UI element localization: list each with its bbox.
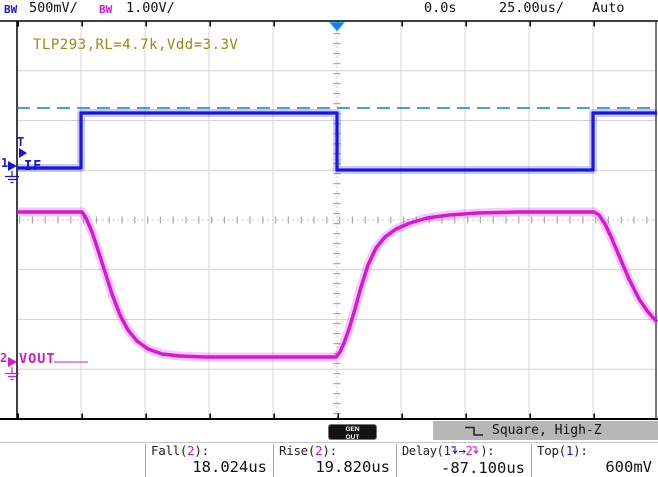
gen-out-label-top: GEN <box>345 426 360 433</box>
rise-channel: 2 <box>315 443 323 458</box>
delay-channel-b: 2 <box>465 444 473 458</box>
ch2-bw-indicator: BW <box>99 3 113 16</box>
delay-label-suffix: ): <box>480 444 495 458</box>
measurement-rise: Rise(2): 19.820us <box>273 444 396 477</box>
ch2-trace-label: VOUT <box>19 351 56 367</box>
waveform-layer <box>17 107 658 362</box>
ch1-trace <box>17 111 657 172</box>
falling-edge-icon <box>450 445 459 459</box>
fall-label-suffix: ): <box>194 443 209 458</box>
falling-edge-icon <box>472 445 480 459</box>
trigger-mode-readout: Auto <box>592 0 625 16</box>
ch2-scale-readout: 1.00V/ <box>126 0 175 16</box>
rise-value: 19.820us <box>315 458 390 476</box>
fall-channel: 2 <box>187 443 195 458</box>
measurement-fall: Fall(2): 18.024us <box>145 444 273 477</box>
delay-value: -87.100us <box>441 459 525 477</box>
output-signal-label: Square, High-Z <box>492 423 602 438</box>
square-wave-icon <box>465 426 483 436</box>
top-value: 600mV <box>605 458 652 476</box>
measurement-top: Top(1): 600mV <box>531 444 658 477</box>
top-channel: 1 <box>565 443 574 458</box>
measurement-divider <box>0 442 658 443</box>
ch2-ground-marker <box>5 357 88 381</box>
trigger-position-marker <box>328 22 346 32</box>
ch2-trace <box>17 210 658 359</box>
top-label-suffix: ): <box>573 443 588 458</box>
gen-out-label-bottom: OUT <box>345 433 360 441</box>
ch1-number-label: 1 <box>1 156 9 170</box>
ch1-ground-marker <box>5 161 19 184</box>
ch1-scale-readout: 500mV/ <box>29 0 78 16</box>
ch1-bw-indicator: BW <box>4 3 18 16</box>
output-signal-bar: Square, High-Z <box>433 421 658 440</box>
delay-channel-a: 1 <box>443 444 451 458</box>
gen-out-button[interactable]: GEN OUT <box>328 424 377 441</box>
delay-arrow: → <box>458 444 466 458</box>
trigger-t-label: T <box>17 135 25 149</box>
ch2-number-label: 2 <box>0 351 8 365</box>
delay-label: Delay( <box>402 444 444 458</box>
trigger-level-marker <box>19 148 27 158</box>
ch1-trace-label: IF <box>24 158 43 174</box>
timebase-readout: 25.00us/ <box>499 0 565 16</box>
fall-label: Fall( <box>151 443 188 458</box>
fall-value: 18.024us <box>192 458 267 476</box>
horizontal-delay-readout: 0.0s <box>424 0 457 16</box>
rise-label: Rise( <box>279 443 316 458</box>
top-label: Top( <box>537 443 566 458</box>
rise-label-suffix: ): <box>322 443 337 458</box>
screen-annotation-text: TLP293,RL=4.7k,Vdd=3.3V <box>33 37 239 53</box>
measurement-delay: Delay(1 →2): -87.100us <box>396 444 531 477</box>
